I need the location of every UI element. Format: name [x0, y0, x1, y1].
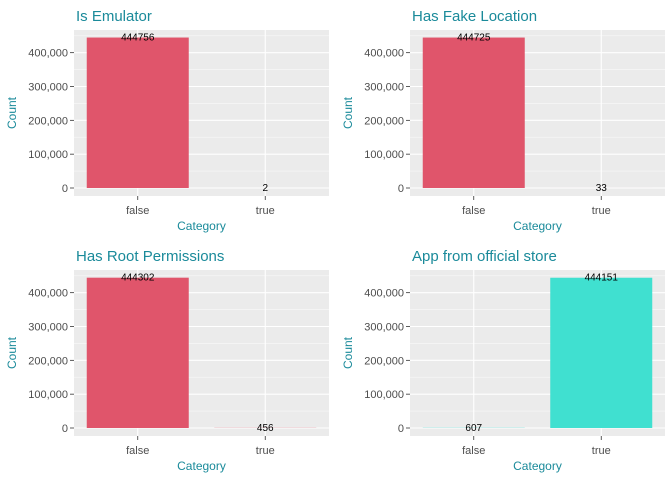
x-tick-label: false	[462, 205, 485, 217]
x-axis-title: Category	[177, 459, 226, 473]
y-tick-label: 200,000	[364, 355, 404, 367]
x-tick-label: false	[462, 445, 485, 457]
x-tick-label: true	[256, 445, 275, 457]
x-tick-label: false	[126, 445, 149, 457]
y-tick-label: 100,000	[28, 149, 68, 161]
y-tick-label: 200,000	[28, 115, 68, 127]
y-axis-title: Count	[5, 96, 19, 129]
y-axis-title: Count	[5, 336, 19, 369]
chart-title: Has Root Permissions	[76, 248, 224, 265]
y-tick-label: 400,000	[364, 48, 404, 60]
x-tick-label: true	[256, 205, 275, 217]
data-label: 444302	[121, 273, 155, 284]
chart-title: Has Fake Location	[412, 8, 537, 25]
y-tick-label: 200,000	[364, 115, 404, 127]
y-tick-label: 100,000	[28, 389, 68, 401]
y-tick-label: 0	[398, 183, 404, 195]
y-tick-label: 100,000	[364, 389, 404, 401]
y-tick-label: 200,000	[28, 355, 68, 367]
y-tick-label: 100,000	[364, 149, 404, 161]
chart-panel-1: 444756 2 0 100,000 200,000 300,000 400,000 fals…	[5, 8, 329, 233]
x-axis-title: Category	[513, 459, 562, 473]
chart-title: Is Emulator	[76, 8, 152, 25]
chart-title: App from official store	[412, 248, 557, 265]
x-tick-label: true	[592, 445, 611, 457]
y-tick-label: 0	[398, 423, 404, 435]
x-tick-label: false	[126, 205, 149, 217]
x-tick-label: true	[592, 205, 611, 217]
chart-panel-4: 607 444151 0 100,000 200,000 300,000 400,000 fa…	[341, 248, 665, 473]
data-label: 2	[262, 183, 268, 194]
bar-true[interactable]	[550, 277, 653, 428]
chart-panel-3: 444302 456 0 100,000 200,000 300,000 400,000 fa…	[5, 248, 329, 473]
chart-panel-2: 444725 33 0 100,000 200,000 300,000 400,000 fal…	[341, 8, 665, 233]
y-tick-label: 300,000	[364, 82, 404, 94]
y-tick-label: 400,000	[28, 48, 68, 60]
y-axis-title: Count	[341, 96, 355, 129]
y-axis-title: Count	[341, 336, 355, 369]
y-tick-label: 400,000	[28, 288, 68, 300]
y-tick-label: 300,000	[364, 322, 404, 334]
data-label: 456	[257, 423, 274, 434]
y-tick-label: 0	[62, 183, 68, 195]
data-label: 444151	[585, 273, 619, 284]
y-tick-label: 0	[62, 423, 68, 435]
y-tick-label: 300,000	[28, 322, 68, 334]
bar-false[interactable]	[86, 37, 189, 189]
data-label: 444756	[121, 33, 155, 44]
y-tick-label: 400,000	[364, 288, 404, 300]
x-axis-title: Category	[513, 219, 562, 233]
data-label: 607	[465, 423, 482, 434]
y-tick-label: 300,000	[28, 82, 68, 94]
x-axis-title: Category	[177, 219, 226, 233]
bar-false[interactable]	[86, 277, 189, 428]
bar-false[interactable]	[422, 37, 525, 188]
data-label: 33	[596, 183, 608, 194]
data-label: 444725	[457, 33, 491, 44]
